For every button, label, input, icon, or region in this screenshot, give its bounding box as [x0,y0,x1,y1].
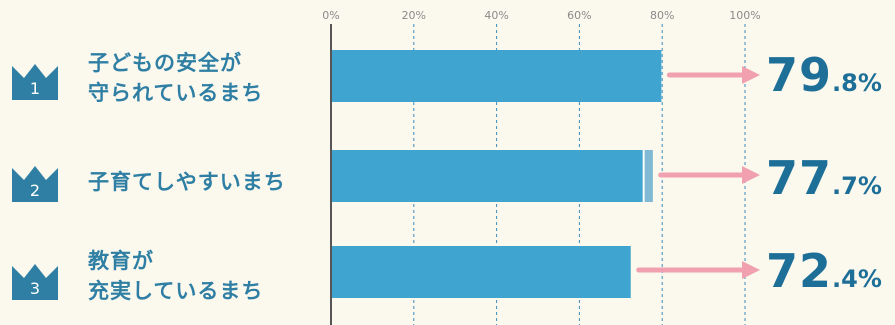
bar-2-edge-gap [642,150,645,202]
rank-2-crown-icon: 2 [12,166,58,202]
arrow-1-head-icon [742,66,760,84]
bar-2-edge [644,150,653,202]
bar-1-label-line-1: 子どもの安全が [88,51,242,75]
tick-label: 100% [729,9,760,22]
tick-label: 0% [322,9,339,22]
bar-2-value-int: 77 [766,151,833,205]
bar-1-value-label: 79.8% [766,48,882,102]
bar-3-label-line-1: 教育が [88,249,154,273]
tick-label: 80% [650,9,674,22]
bar-3-value-int: 72 [766,244,833,298]
rank-3-number: 3 [30,279,40,298]
arrow-2-head-icon [742,166,760,184]
rank-1-number: 1 [30,79,40,98]
bar-2-label: 子育てしやすいまち [88,167,286,197]
tick-label: 60% [567,9,591,22]
bar-3-value-dec: .4% [832,265,882,293]
bar-3-label-line-2: 充実しているまち [88,279,264,303]
bar-3 [331,246,631,298]
bar-1-value-int: 79 [766,48,833,102]
arrow-3-head-icon [742,261,760,279]
bar-2-value-label: 77.7% [766,151,882,205]
bar-1-value-dec: .8% [832,69,882,97]
bar-3-label: 教育が 充実しているまち [88,246,263,306]
bar-2 [331,150,653,202]
bar-2-value-dec: .7% [832,172,882,200]
rank-2-number: 2 [30,181,40,200]
rank-1-crown-icon: 1 [12,64,58,100]
rank-3-crown-icon: 3 [12,264,58,300]
bar-1 [331,50,662,102]
bar-3-value-label: 72.4% [766,244,882,298]
tick-label: 40% [484,9,508,22]
bar-1-label-line-2: 守られているまち [88,81,264,105]
tick-label: 20% [402,9,426,22]
bar-1-label: 子どもの安全が 守られているまち [88,48,263,108]
bar-2-label-line-1: 子育てしやすいまち [88,170,286,194]
